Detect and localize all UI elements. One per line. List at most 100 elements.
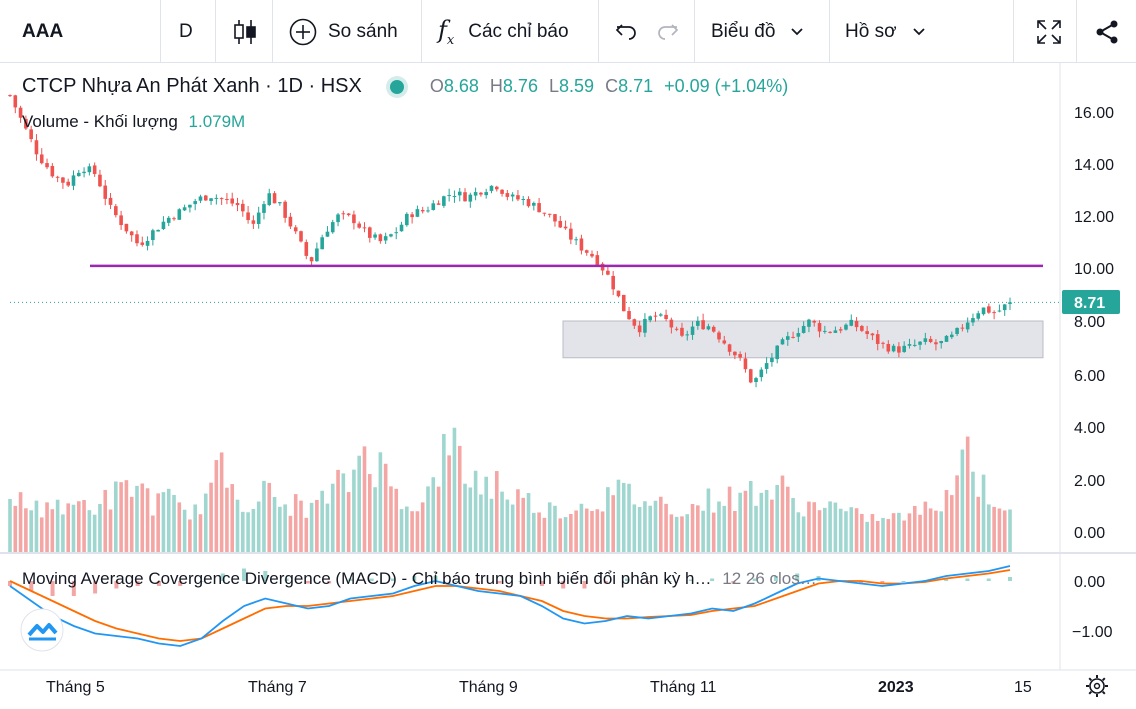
candle-body: [891, 345, 896, 352]
volume-bar: [283, 504, 287, 552]
volume-bar: [764, 489, 769, 552]
macd-histogram-bar: [880, 581, 885, 584]
candle-body: [209, 198, 213, 201]
candle-body: [246, 212, 250, 221]
candle-body: [690, 326, 695, 335]
candle-body: [928, 338, 933, 343]
volume-bar: [727, 486, 732, 552]
series-title: CTCP Nhựa An Phát Xanh · 1D · HSX: [22, 75, 362, 97]
candle-body: [489, 185, 494, 191]
indicators-button[interactable]: fx Các chỉ báo: [438, 0, 569, 63]
redo-button[interactable]: [656, 0, 680, 63]
volume-bar: [193, 504, 197, 552]
macd-histogram-bar: [327, 581, 332, 584]
top-toolbar: AAA D So sánh fx Các chỉ báo: [0, 0, 1136, 63]
candle-body: [219, 198, 224, 200]
candle-body: [39, 154, 44, 164]
macd-histogram-bar: [710, 578, 715, 581]
chart-menu-button[interactable]: Biểu đồ: [711, 0, 807, 63]
volume-bar: [484, 476, 488, 552]
volume-bar: [1002, 510, 1007, 552]
volume-bar: [891, 513, 896, 552]
candle-body: [225, 199, 229, 201]
undo-button[interactable]: [614, 0, 638, 63]
volume-bar: [584, 508, 589, 552]
volume-bar: [267, 482, 272, 552]
candle-body: [262, 204, 266, 213]
symbol-label: AAA: [22, 20, 64, 42]
macd-histogram-bar: [646, 581, 651, 583]
volume-bar: [743, 490, 748, 552]
settings-gear-icon[interactable]: [1086, 675, 1108, 697]
candle-body: [420, 210, 425, 212]
chart-type-button[interactable]: [232, 0, 258, 63]
macd-histogram-bar: [859, 581, 864, 584]
fullscreen-button[interactable]: [1035, 0, 1063, 63]
candle-body: [45, 163, 49, 168]
volume-bar: [431, 477, 436, 552]
volume-bar: [669, 514, 674, 552]
interval-label: D: [179, 20, 193, 42]
candle-body: [897, 346, 901, 353]
candle-body: [367, 227, 372, 238]
profile-menu-label: Hồ sơ: [845, 20, 897, 42]
volume-bar: [833, 502, 838, 552]
ohlc-values: O8.68 H8.76 L8.59 C8.71 +0.09 (+1.04%): [429, 76, 789, 96]
candle-body: [108, 197, 113, 205]
macd-legend: Moving Average Covergence Divergence (MA…: [22, 569, 817, 589]
candle-body: [494, 186, 499, 190]
macd-histogram-bar: [497, 581, 502, 584]
candle-body: [627, 311, 631, 320]
volume-bar: [29, 510, 33, 552]
volume-bar: [309, 502, 314, 552]
volume-bar: [796, 512, 801, 552]
resistance-line: [10, 264, 1060, 303]
time-tick-label: Tháng 9: [459, 679, 518, 696]
candle-body: [119, 215, 123, 226]
candle-body: [55, 176, 60, 178]
volume-bar: [66, 503, 71, 552]
volume-bar: [399, 509, 404, 552]
candle-body: [648, 316, 653, 321]
candle-body: [442, 196, 446, 206]
volume-bar: [537, 512, 541, 552]
redo-icon: [658, 23, 679, 40]
candle-body: [426, 210, 430, 212]
candle-body: [944, 335, 949, 342]
candle-body: [611, 275, 615, 290]
volume-bar: [944, 489, 949, 552]
candle-body: [182, 207, 187, 211]
symbol-search-button[interactable]: AAA: [22, 0, 63, 63]
volume-bar: [807, 501, 811, 552]
price-chart[interactable]: 16.00 14.00 12.00 10.00 8.00 6.00 4.00 2…: [0, 63, 1136, 709]
candle-body: [330, 222, 335, 233]
volume-bar: [643, 501, 647, 552]
volume-bar: [569, 514, 573, 552]
volume-bar: [246, 512, 250, 552]
macd-histogram-bar: [944, 578, 949, 581]
candle-body: [595, 255, 600, 265]
profile-menu-button[interactable]: Hồ sơ: [845, 0, 929, 63]
volume-bar: [203, 493, 208, 552]
candle-body: [172, 218, 176, 220]
candle-body: [415, 209, 420, 217]
candle-body: [203, 195, 208, 201]
volume-bar: [1008, 509, 1012, 552]
candle-body: [563, 226, 568, 229]
candle-body: [833, 330, 838, 333]
volume-bar: [166, 488, 171, 552]
volume-bar: [182, 509, 187, 552]
volume-tick-label: 2.00: [1074, 473, 1105, 490]
macd-histogram-bar: [93, 581, 98, 594]
price-axis[interactable]: 16.00 14.00 12.00 10.00 8.00 6.00 4.00 2…: [1072, 105, 1114, 641]
interval-button[interactable]: D: [179, 0, 193, 63]
time-axis[interactable]: Tháng 5 Tháng 7 Tháng 9 Tháng 11 2023 15: [46, 679, 1032, 696]
share-button[interactable]: [1094, 0, 1120, 63]
volume-bar: [346, 492, 351, 552]
candle-body: [717, 332, 721, 340]
volume-bar: [722, 505, 727, 552]
candle-body: [965, 322, 970, 330]
tradingview-logo-icon[interactable]: [20, 608, 64, 652]
compare-button[interactable]: So sánh: [288, 0, 398, 63]
volume-bar: [373, 487, 377, 552]
